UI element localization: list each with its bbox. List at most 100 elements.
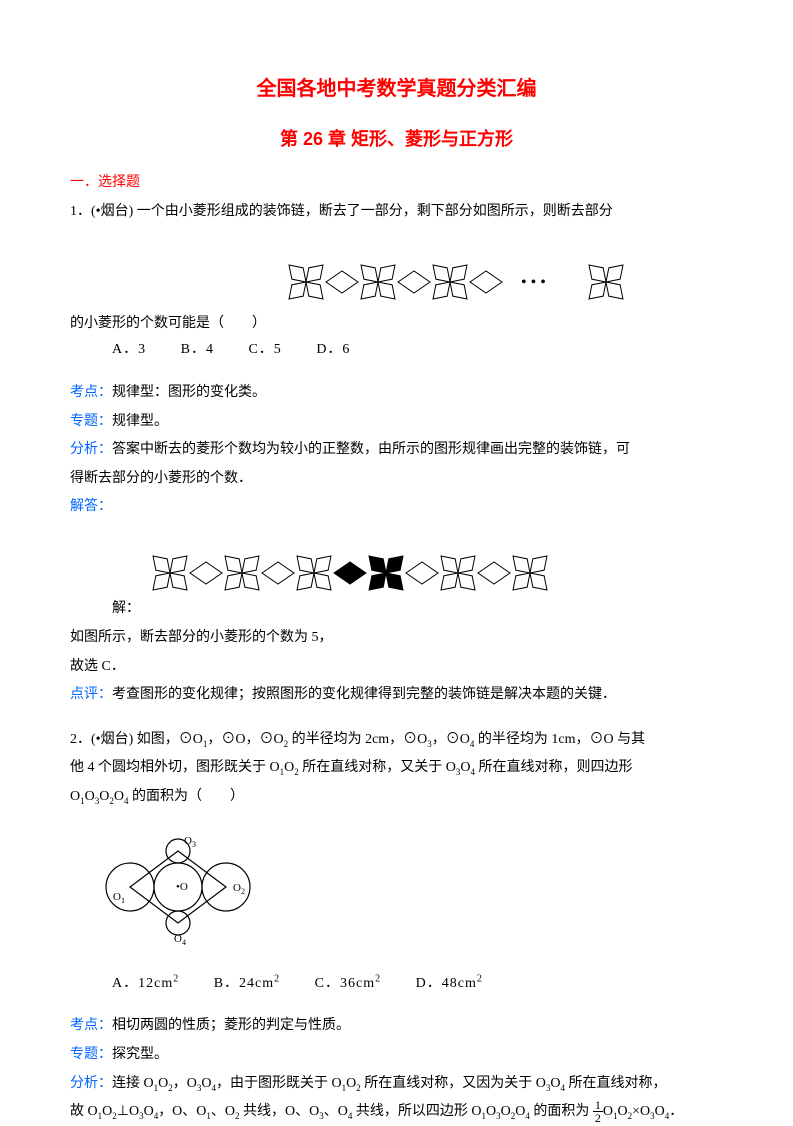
- q1-dianping-text: 考查图形的变化规律；按照图形的变化规律得到完整的装饰链是解决本题的关键．: [112, 687, 616, 702]
- t: 共线，所以四边形 O: [352, 1104, 481, 1119]
- t: 2．(•烟台) 如图，⊙O: [70, 732, 203, 747]
- t: O: [603, 1104, 613, 1119]
- t: 所在直线对称，则四边形: [475, 760, 633, 775]
- t: ⊥O: [117, 1104, 139, 1119]
- t: 故 O: [70, 1104, 98, 1119]
- q1-fenxi-cont: 得断去部分的小菱形的个数．: [70, 466, 723, 493]
- q2-stem-line3: O1O3O2O4 的面积为（ ）: [70, 784, 723, 811]
- q1-solution-figure-row: 解：: [112, 523, 723, 623]
- svg-text:3: 3: [192, 840, 196, 849]
- label-kaodian: 考点：: [70, 385, 112, 400]
- q1-fenxi: 分析：答案中断去的菱形个数均为较小的正整数，由所示的图形规律画出完整的装饰链，可: [70, 437, 723, 464]
- q2-optA: A．12cm2: [112, 976, 179, 991]
- t: 、O: [324, 1104, 348, 1119]
- t: ，⊙O，⊙O: [207, 732, 283, 747]
- q2-kaodian-text: 相切两圆的性质；菱形的判定与性质。: [112, 1018, 350, 1033]
- t: 共线，O、O: [240, 1104, 320, 1119]
- q1-kaodian-text: 规律型：图形的变化类。: [112, 385, 266, 400]
- t: ×O: [632, 1104, 650, 1119]
- t: O: [515, 1104, 525, 1119]
- q1-solution-chain: [140, 523, 640, 623]
- t: C．36cm: [315, 976, 375, 991]
- t: 所在直线对称，又因为关于 O: [361, 1076, 546, 1091]
- svg-text:• • •: • • •: [521, 274, 546, 291]
- svg-text:•O: •O: [176, 881, 188, 893]
- t: O: [85, 789, 95, 804]
- t: O: [114, 789, 124, 804]
- q2-zhuanti: 专题：探究型。: [70, 1042, 723, 1069]
- t: O: [501, 1104, 511, 1119]
- t: 所在直线对称，又关于 O: [299, 760, 456, 775]
- t: O: [201, 1076, 211, 1091]
- t: ，O: [173, 1076, 197, 1091]
- t: O: [486, 1104, 496, 1119]
- t: ，O、O: [158, 1104, 206, 1119]
- t: ．: [669, 1104, 683, 1119]
- q1-after2: 故选 C．: [70, 654, 723, 681]
- q2-fenxi-line1: 分析：连接 O1O2，O3O4，由于图形既关于 O1O2 所在直线对称，又因为关…: [70, 1071, 723, 1098]
- q1-jie-label: 解：: [112, 596, 140, 623]
- q1-stem-line1: 1．(•烟台) 一个由小菱形组成的装饰链，断去了一部分，剩下部分如图所示，则断去…: [70, 199, 723, 226]
- label-kaodian2: 考点：: [70, 1018, 112, 1033]
- svg-text:O: O: [233, 882, 241, 894]
- doc-title-1: 全国各地中考数学真题分类汇编: [70, 70, 723, 108]
- section-heading-select: 一．选择题: [70, 170, 723, 197]
- q1-optB: B．4: [181, 342, 214, 357]
- t: ，⊙O: [432, 732, 470, 747]
- svg-text:O: O: [184, 835, 192, 847]
- label-jieda: 解答：: [70, 499, 112, 514]
- q1-optA: A．3: [112, 342, 146, 357]
- q1-after1: 如图所示，断去部分的小菱形的个数为 5，: [70, 625, 723, 652]
- t: O: [346, 1076, 356, 1091]
- t: O: [655, 1104, 665, 1119]
- svg-text:4: 4: [182, 938, 186, 947]
- t: O: [284, 760, 294, 775]
- doc-title-2: 第 26 章 矩形、菱形与正方形: [70, 122, 723, 156]
- t: 、O: [211, 1104, 235, 1119]
- q2-options: A．12cm2 B．24cm2 C．36cm2 D．48cm2: [112, 969, 723, 997]
- q1-jieda: 解答：: [70, 494, 723, 521]
- q2-stem-line2: 他 4 个圆均相外切，图形既关于 O1O2 所在直线对称，又关于 O3O4 所在…: [70, 755, 723, 782]
- label-zhuanti2: 专题：: [70, 1047, 112, 1062]
- t: O: [102, 1104, 112, 1119]
- t: O: [70, 789, 80, 804]
- t: ，由于图形既关于 O: [216, 1076, 342, 1091]
- svg-text:2: 2: [241, 887, 245, 896]
- q1-options: A．3 B．4 C．5 D．6: [112, 337, 723, 364]
- t: 连接 O: [112, 1076, 154, 1091]
- t: O: [550, 1076, 560, 1091]
- t: O: [158, 1076, 168, 1091]
- q2-stem-line1: 2．(•烟台) 如图，⊙O1，⊙O，⊙O2 的半径均为 2cm，⊙O3，⊙O4 …: [70, 727, 723, 754]
- t: D．48cm: [416, 976, 477, 991]
- q1-kaodian: 考点：规律型：图形的变化类。: [70, 380, 723, 407]
- t: O: [99, 789, 109, 804]
- fraction-half: 12: [593, 1099, 603, 1124]
- svg-text:1: 1: [121, 896, 125, 905]
- q2-optD: D．48cm2: [416, 976, 483, 991]
- q1-optC: C．5: [248, 342, 281, 357]
- t: O: [460, 760, 470, 775]
- t: 的半径均为 1cm，⊙O 与其: [474, 732, 645, 747]
- t: 的面积为（ ）: [129, 789, 245, 804]
- q2-optC: C．36cm2: [315, 976, 381, 991]
- t: 的面积为: [530, 1104, 590, 1119]
- t: 他 4 个圆均相外切，图形既关于 O: [70, 760, 280, 775]
- q1-zhuanti: 专题：规律型。: [70, 409, 723, 436]
- q2-optB: B．24cm2: [214, 976, 280, 991]
- q1-figure-chain: • • •: [266, 227, 666, 337]
- q1-stem-row: 的小菱形的个数可能是（ ） • • •: [70, 227, 723, 337]
- q2-figure: •O O3 O1 O2 O4: [98, 817, 723, 968]
- label-fenxi: 分析：: [70, 442, 112, 457]
- svg-text:O: O: [174, 933, 182, 945]
- q1-fenxi-text1: 答案中断去的菱形个数均为较小的正整数，由所示的图形规律画出完整的装饰链，可: [112, 442, 630, 457]
- t: A．12cm: [112, 976, 173, 991]
- q2-kaodian: 考点：相切两圆的性质；菱形的判定与性质。: [70, 1013, 723, 1040]
- t: 所在直线对称，: [565, 1076, 667, 1091]
- q1-stem-line2: 的小菱形的个数可能是（ ）: [70, 311, 266, 338]
- t: 的半径均为 2cm，⊙O: [288, 732, 427, 747]
- q1-dianping: 点评：考查图形的变化规律；按照图形的变化规律得到完整的装饰链是解决本题的关键．: [70, 682, 723, 709]
- label-zhuanti: 专题：: [70, 414, 112, 429]
- t: B．24cm: [214, 976, 274, 991]
- label-dianping: 点评：: [70, 687, 112, 702]
- q1-zhuanti-text: 规律型。: [112, 414, 168, 429]
